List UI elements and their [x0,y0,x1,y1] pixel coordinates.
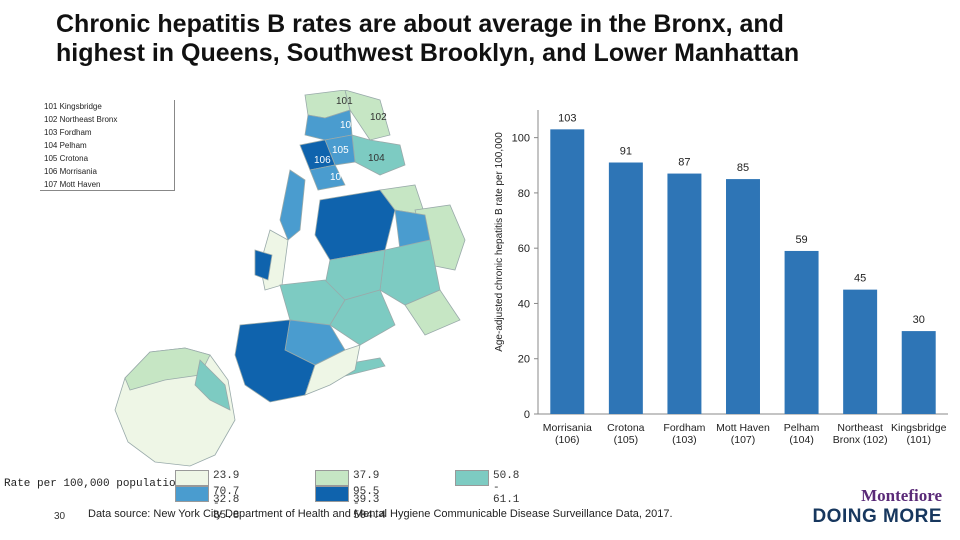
bar [901,331,936,414]
montefiore-logo: Montefiore DOING MORE [802,486,942,528]
data-label: 85 [737,162,749,174]
scale-swatch [315,486,349,502]
title-line-1: Chronic hepatitis B rates are about aver… [56,10,784,38]
data-label: 87 [678,157,690,169]
legend-item: 101 Kingsbridge [44,102,102,111]
y-tick-label: 20 [518,354,530,366]
y-axis-label: Age-adjusted chronic hepatitis B rate pe… [494,132,505,352]
map-callout-106: 106 [314,155,331,166]
scale-label: 70.7 - 85.8 [213,486,240,522]
x-tick-label: Crotona [607,422,645,434]
map-region-queens-nw [314,189,396,261]
bar-chart: Age-adjusted chronic hepatitis B rate pe… [494,110,948,446]
x-tick-label: (101) [906,434,931,446]
map-callout-105: 105 [332,145,349,156]
data-source-note: Data source: New York City Department of… [88,508,673,520]
page-title: Chronic hepatitis B rates are about aver… [56,10,936,68]
legend-item: 105 Crotona [44,154,89,163]
nyc-choropleth-map: 101 102 103 104 105 106 107 [114,90,466,467]
bar [784,250,819,414]
map-region-brooklyn-east [329,289,396,346]
y-tick-label: 80 [518,188,530,200]
map-district-legend: 101 Kingsbridge 102 Northeast Bronx 103 … [40,100,175,191]
x-tick-label: Bronx (102) [833,434,888,446]
map-callout-104: 104 [368,153,385,164]
data-label: 45 [854,273,866,285]
map-region-bronx-107 [309,164,346,191]
data-label: 30 [913,314,925,326]
title-line-2: highest in Queens, Southwest Brooklyn, a… [56,39,800,67]
scale-label: 50.8 - 61.1 [493,470,520,506]
x-tick-label: (103) [672,434,697,446]
map-region-manhattan-north [279,169,306,241]
legend-item: 107 Mott Haven [44,180,101,189]
x-tick-label: Kingsbridge [891,422,947,434]
logo-tagline: DOING MORE [812,506,942,527]
map-callout-102: 102 [370,112,387,123]
scale-label: 23.9 - 32.8 [213,470,240,506]
page-number: 30 [54,511,66,522]
map-region-staten-island-mid [194,359,231,411]
scale-swatch [455,470,489,486]
bar [667,173,702,414]
map-callout-101: 101 [336,96,353,107]
map-region-queens-jamaica [404,289,461,336]
legend-item: 106 Morrisania [44,167,97,176]
scale-swatch [315,470,349,486]
scale-label: 95.5 - 504.4 [353,486,387,522]
x-tick-label: Mott Haven [716,422,770,434]
x-tick-label: Pelham [784,422,820,434]
bar [550,129,585,414]
y-tick-label: 40 [518,298,530,310]
scale-label: 37.9 - 39.3 [353,470,380,506]
x-tick-label: (106) [555,434,580,446]
bar [726,179,760,414]
data-label: 91 [620,146,632,158]
legend-item: 104 Pelham [44,141,87,150]
legend-item: 103 Fordham [44,128,92,137]
data-label: 103 [558,112,576,124]
legend-item: 102 Northeast Bronx [44,115,118,124]
y-tick-label: 0 [524,409,530,421]
x-tick-label: Morrisania [543,422,592,434]
scale-swatch [175,486,209,502]
x-tick-label: (107) [731,434,756,446]
scale-swatch [175,470,209,486]
logo-brand: Montefiore [861,486,942,505]
y-tick-label: 60 [518,243,530,255]
x-tick-label: Fordham [663,422,705,434]
data-label: 59 [795,234,807,246]
y-tick-label: 100 [512,133,530,145]
map-region-manhattan-lower [254,249,273,281]
map-callout-103: 103 [340,120,357,131]
map-region-brooklyn-south [304,344,361,396]
bar [608,162,643,414]
x-tick-label: Northeast [837,422,883,434]
rate-scale-title: Rate per 100,000 population [4,478,183,490]
bar [843,289,878,414]
x-tick-label: (105) [614,434,639,446]
map-callout-107: 107 [330,172,347,183]
map-region-bronx-102 [344,90,391,141]
x-tick-label: (104) [789,434,814,446]
